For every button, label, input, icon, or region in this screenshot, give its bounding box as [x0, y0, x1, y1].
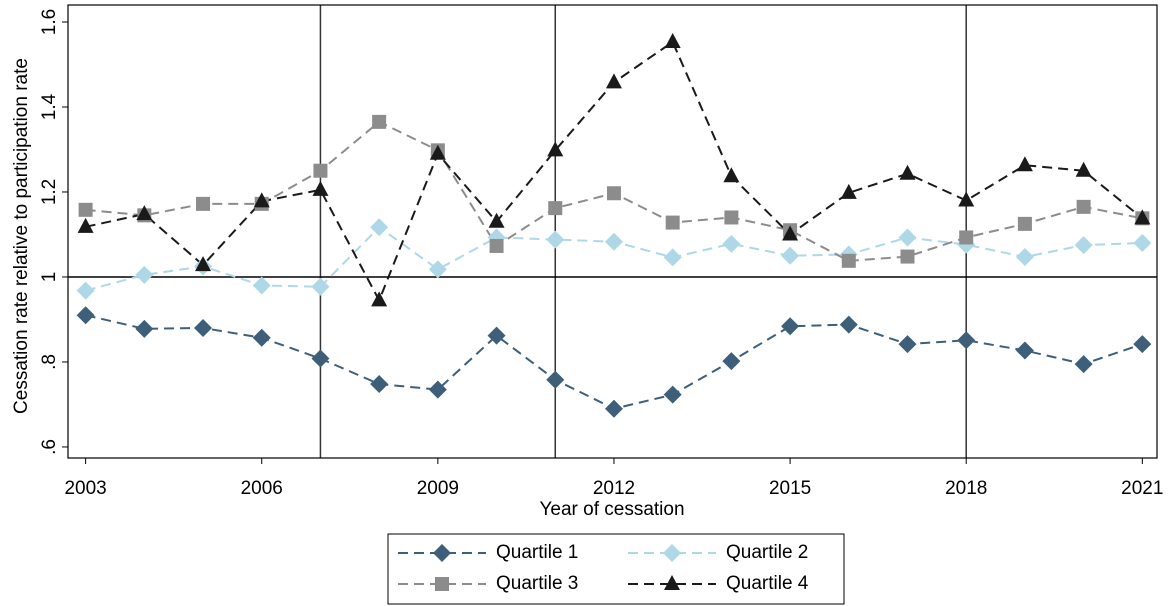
- legend-label: Quartile 2: [726, 542, 808, 563]
- data-point: [488, 212, 505, 228]
- data-point: [839, 315, 858, 334]
- data-point: [782, 225, 799, 241]
- data-point: [1015, 247, 1034, 266]
- x-tick-label: 2018: [945, 478, 987, 499]
- x-tick-label: 2003: [64, 478, 106, 499]
- data-point: [1074, 236, 1093, 255]
- y-axis-label: Cessation rate relative to participation…: [11, 58, 32, 414]
- data-point: [311, 277, 330, 296]
- data-point: [900, 249, 915, 264]
- data-point: [604, 399, 623, 418]
- data-point: [957, 331, 976, 350]
- legend-marker: [663, 544, 681, 562]
- data-point: [252, 276, 271, 295]
- y-tick-label: 1.2: [39, 179, 60, 205]
- data-point: [1074, 355, 1093, 374]
- x-axis-label: Year of cessation: [539, 499, 684, 520]
- data-point: [899, 164, 916, 180]
- data-point: [77, 217, 94, 233]
- data-point: [1016, 156, 1033, 172]
- x-tick-label: 2015: [769, 478, 811, 499]
- data-point: [135, 319, 154, 338]
- y-tick-label: 1.6: [39, 9, 60, 35]
- data-point: [546, 370, 565, 389]
- data-point: [605, 73, 622, 89]
- data-point: [195, 256, 212, 272]
- data-point: [724, 210, 739, 225]
- data-point: [1133, 233, 1152, 252]
- data-point: [76, 306, 95, 325]
- data-point: [253, 192, 270, 208]
- data-point: [429, 144, 446, 160]
- data-point: [1133, 335, 1152, 354]
- data-point: [372, 114, 387, 129]
- data-point: [428, 260, 447, 279]
- data-point: [663, 385, 682, 404]
- data-point: [194, 318, 213, 337]
- data-point: [606, 186, 621, 201]
- y-tick-label: 1.4: [39, 93, 60, 120]
- legend-box: [387, 533, 845, 605]
- data-point: [312, 180, 329, 196]
- data-point: [1076, 199, 1091, 214]
- data-point: [1134, 209, 1151, 225]
- data-point: [840, 183, 857, 199]
- data-point: [489, 238, 504, 253]
- data-point: [252, 328, 271, 347]
- data-point: [841, 253, 856, 268]
- legend-label: Quartile 4: [726, 573, 809, 594]
- data-point: [665, 215, 680, 230]
- data-point: [370, 218, 389, 237]
- y-tick-label: .6: [39, 439, 60, 455]
- data-point: [76, 281, 95, 300]
- data-point: [313, 163, 328, 178]
- legend-marker: [433, 544, 451, 562]
- x-tick-label: 2012: [593, 478, 635, 499]
- data-point: [958, 191, 975, 207]
- data-point: [898, 335, 917, 354]
- plot-frame: [67, 4, 1158, 459]
- data-point: [78, 202, 93, 217]
- data-point: [663, 248, 682, 267]
- data-point: [135, 265, 154, 284]
- data-point: [428, 380, 447, 399]
- y-tick-label: .8: [39, 354, 60, 370]
- data-point: [548, 201, 563, 216]
- data-point: [547, 141, 564, 157]
- legend-marker: [664, 575, 680, 590]
- data-point: [1075, 161, 1092, 177]
- legend-label: Quartile 1: [496, 542, 578, 563]
- data-point: [371, 291, 388, 307]
- data-point: [487, 326, 506, 345]
- data-point: [1017, 216, 1032, 231]
- legend-marker: [435, 577, 449, 591]
- data-point: [311, 349, 330, 368]
- data-point: [722, 352, 741, 371]
- x-tick-label: 2006: [241, 478, 283, 499]
- data-point: [781, 317, 800, 336]
- data-point: [781, 246, 800, 265]
- data-point: [604, 232, 623, 251]
- data-point: [959, 230, 974, 245]
- y-tick-label: 1: [39, 272, 60, 283]
- data-point: [723, 167, 740, 183]
- data-point: [370, 375, 389, 394]
- x-tick-label: 2021: [1121, 478, 1163, 499]
- data-point: [546, 230, 565, 249]
- legend-label: Quartile 3: [496, 573, 578, 594]
- data-point: [1015, 341, 1034, 360]
- data-point: [664, 32, 681, 48]
- data-point: [196, 196, 211, 211]
- series-line: [85, 314, 1143, 410]
- data-point: [136, 205, 153, 221]
- data-point: [898, 228, 917, 247]
- x-tick-label: 2009: [417, 478, 459, 499]
- data-point: [722, 234, 741, 253]
